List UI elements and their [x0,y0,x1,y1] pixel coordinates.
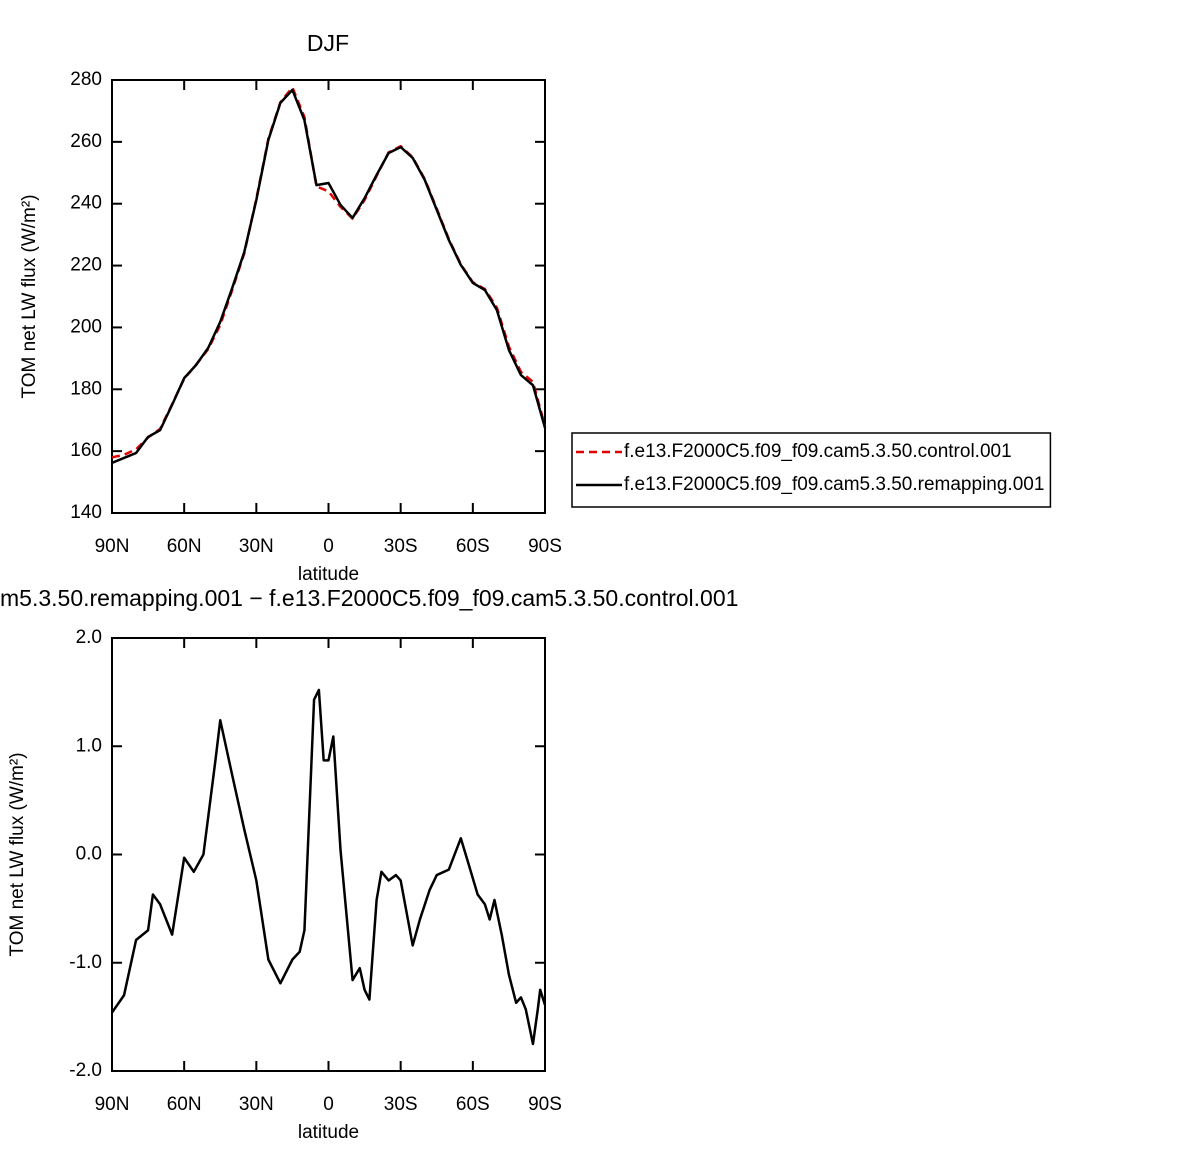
data-line [111,86,547,459]
y-tick-label: -2.0 [69,1060,102,1081]
plot-frame [111,79,546,514]
chart-title: m5.3.50.remapping.001 − f.e13.F2000C5.f0… [0,585,738,611]
x-axis-label: latitude [298,1122,359,1143]
plot-frame [111,637,546,1072]
x-tick-label: 30N [239,1094,274,1115]
y-tick-label: -1.0 [69,952,102,973]
x-tick-label: 60S [456,536,490,557]
y-tick-label: 140 [70,502,102,523]
x-tick-label: 90S [528,1094,562,1115]
y-axis-label: TOM net LW flux (W/m²) [19,194,40,398]
data-line [110,688,547,1046]
legend-box [571,432,1052,508]
x-tick-label: 60N [167,536,202,557]
x-tick-label: 0 [323,536,334,557]
y-tick-label: 280 [70,69,102,90]
y-tick-label: 0.0 [76,844,102,865]
legend-label: f.e13.F2000C5.f09_f09.cam5.3.50.remappin… [624,474,1044,495]
y-tick-label: 160 [70,440,102,461]
x-tick-label: 30N [239,536,274,557]
x-tick-label: 30S [384,536,418,557]
x-tick-label: 60N [167,1094,202,1115]
y-tick-label: 2.0 [76,627,102,648]
x-tick-label: 0 [323,1094,334,1115]
legend-label: f.e13.F2000C5.f09_f09.cam5.3.50.control.… [624,441,1012,462]
y-tick-label: 1.0 [76,735,102,756]
data-line [111,88,547,465]
x-tick-label: 90N [95,536,130,557]
x-tick-label: 30S [384,1094,418,1115]
y-tick-label: 220 [70,255,102,276]
x-axis-label: latitude [298,564,359,585]
y-tick-label: 260 [70,131,102,152]
x-tick-label: 60S [456,1094,490,1115]
y-tick-label: 180 [70,378,102,399]
chart-title: DJF [307,30,349,56]
x-tick-label: 90S [528,536,562,557]
y-tick-label: 200 [70,316,102,337]
legend: f.e13.F2000C5.f09_f09.cam5.3.50.control.… [571,432,1052,508]
y-tick-label: 240 [70,193,102,214]
y-axis-label: TOM net LW flux (W/m²) [7,752,28,956]
x-tick-label: 90N [95,1094,130,1115]
